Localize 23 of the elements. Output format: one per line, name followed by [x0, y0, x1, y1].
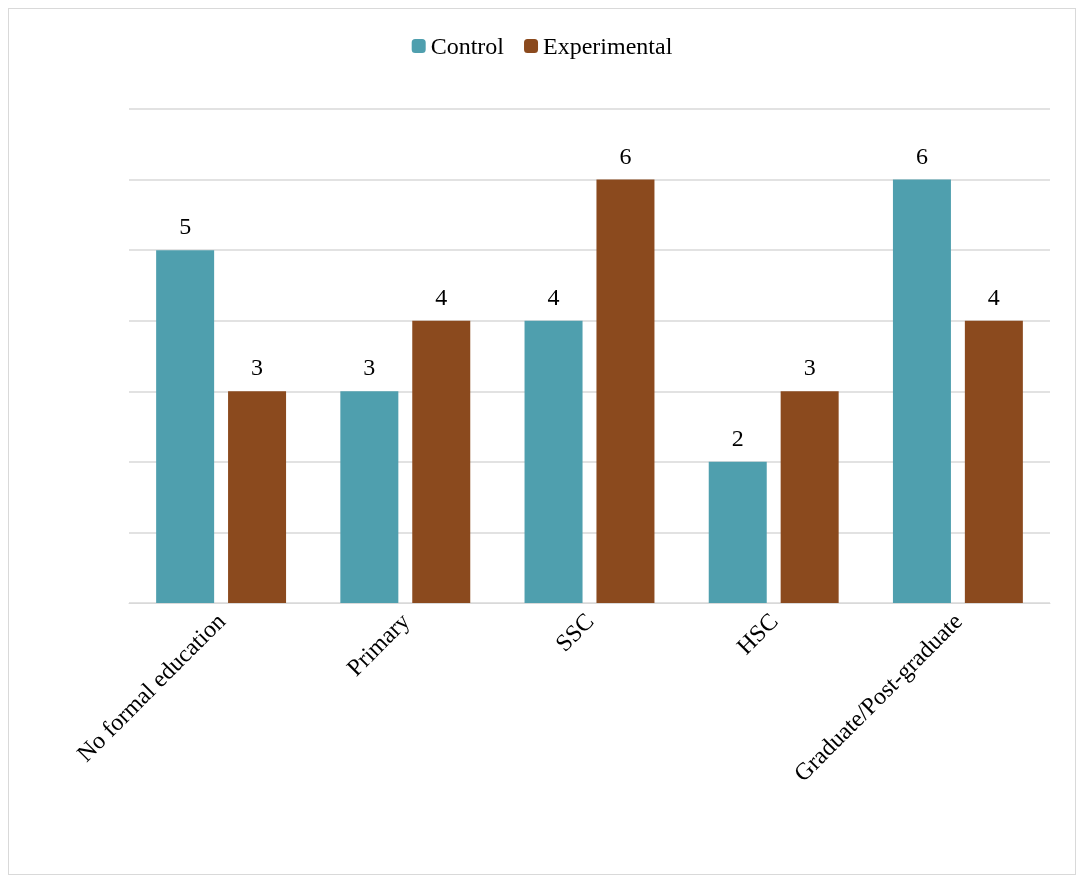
bar — [524, 320, 583, 603]
data-label: 6 — [915, 142, 928, 169]
bar — [964, 320, 1023, 603]
data-label: 4 — [547, 283, 560, 310]
bar — [596, 179, 655, 603]
data-label: 2 — [731, 424, 744, 451]
x-tick-label: SSC — [550, 607, 599, 657]
data-label: 3 — [251, 354, 264, 381]
data-label: 3 — [803, 354, 816, 381]
bar — [340, 391, 399, 603]
bar — [156, 250, 215, 603]
bar — [892, 179, 951, 603]
data-label: 5 — [179, 213, 192, 240]
data-label: 3 — [363, 354, 376, 381]
bar — [412, 320, 471, 603]
data-label: 4 — [435, 283, 448, 310]
legend-label: Control — [430, 33, 505, 59]
data-label: 6 — [619, 142, 632, 169]
data-label: 4 — [987, 283, 1000, 310]
bar — [780, 391, 839, 603]
bar — [228, 391, 287, 603]
legend-label: Experimental — [543, 33, 673, 59]
bar — [708, 461, 767, 603]
